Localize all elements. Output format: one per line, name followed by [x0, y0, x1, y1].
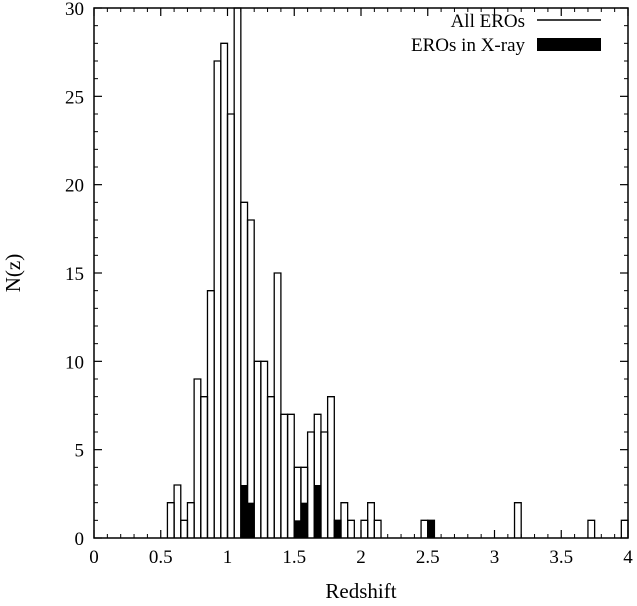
legend: All EROs EROs in X-ray — [411, 11, 601, 56]
all-eros-bar — [260, 360, 269, 538]
plot-frame — [93, 7, 629, 539]
all-eros-bar — [513, 502, 522, 538]
y-tick-label: 10 — [65, 352, 84, 373]
xray-series — [240, 485, 435, 538]
all-eros-bar — [367, 502, 375, 538]
all-eros-bar — [326, 396, 335, 538]
xray-bar — [247, 502, 255, 538]
all-eros-bar — [320, 431, 329, 538]
all-eros-bar — [186, 502, 195, 538]
all-eros-bar — [226, 113, 235, 538]
x-tick-label: 0.5 — [149, 547, 173, 568]
xray-bar — [240, 485, 248, 538]
x-axis-label: Redshift — [325, 579, 396, 603]
xray-bar — [427, 520, 435, 538]
all-eros-bar — [220, 42, 229, 538]
x-tick-label: 1.5 — [282, 547, 306, 568]
all-eros-bar — [340, 502, 349, 538]
all-eros-bar — [306, 431, 315, 538]
y-tick-label: 20 — [65, 176, 84, 197]
all-eros-bar — [620, 519, 629, 538]
all-eros-bar — [193, 378, 202, 538]
all-eros-bar — [233, 7, 242, 538]
all-eros-bar — [427, 519, 436, 538]
axis-ticks — [93, 7, 629, 539]
legend-label-all-eros: All EROs — [451, 11, 525, 32]
x-tick-label: 2.5 — [416, 547, 440, 568]
all-eros-bar — [587, 519, 596, 538]
xray-bar — [334, 520, 341, 538]
y-tick-label: 0 — [75, 529, 85, 550]
all-eros-bar — [180, 519, 189, 538]
all-eros-bar — [253, 360, 262, 538]
y-axis-label: N(z) — [1, 254, 25, 292]
all-eros-bar — [213, 60, 222, 538]
all-eros-bar — [347, 519, 355, 538]
y-tick-label: 5 — [75, 441, 85, 462]
all-eros-bar — [206, 290, 215, 538]
y-tick-label: 15 — [65, 264, 84, 285]
all-eros-bar — [166, 502, 175, 538]
all-eros-bar — [280, 413, 289, 538]
x-tick-label: 1 — [223, 547, 233, 568]
all-eros-bar — [246, 219, 255, 538]
x-tick-label: 0 — [89, 547, 99, 568]
x-tick-label: 4 — [623, 547, 633, 568]
x-tick-label: 2 — [356, 547, 366, 568]
all-eros-bar — [173, 484, 182, 538]
all-eros-bar — [273, 272, 282, 538]
all-eros-series — [166, 7, 629, 538]
tick-labels: 0 0.5 1 1.5 2 2.5 3 3.5 4 0 5 10 15 20 25 30 — [65, 0, 633, 568]
y-tick-label: 30 — [65, 0, 84, 20]
all-eros-bar — [373, 519, 382, 538]
xray-bar — [300, 502, 308, 538]
xray-bar — [314, 485, 321, 538]
x-tick-label: 3.5 — [549, 547, 573, 568]
all-eros-bar — [360, 519, 369, 538]
all-eros-bar — [286, 413, 295, 538]
x-tick-label: 3 — [490, 547, 500, 568]
all-eros-bar — [200, 396, 209, 538]
all-eros-bar — [266, 396, 275, 538]
xray-bar — [294, 520, 301, 538]
y-tick-label: 25 — [65, 87, 84, 108]
all-eros-bar — [420, 519, 429, 538]
legend-label-xray: EROs in X-ray — [411, 35, 525, 56]
legend-swatch-xray — [537, 38, 601, 51]
